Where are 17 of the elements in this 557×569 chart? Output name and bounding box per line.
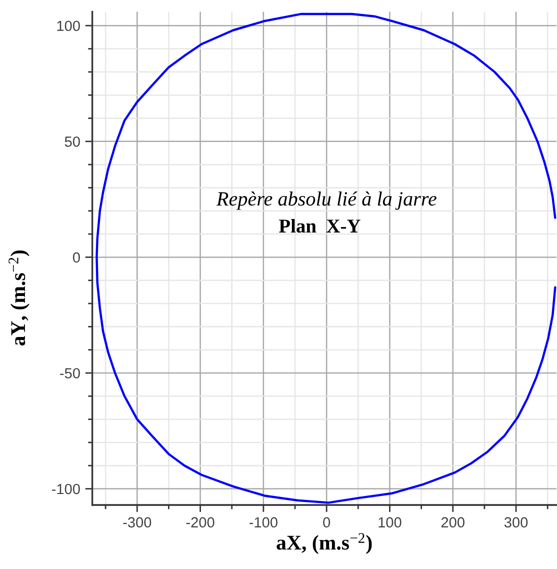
- x-tick-label: -300: [123, 517, 152, 528]
- x-tick-label: 0: [323, 517, 330, 528]
- x-axis-title: aX, (m.s$^{−2}$): [276, 533, 372, 554]
- y-tick-label: 50: [64, 136, 80, 147]
- x-tick-label: 100: [378, 517, 402, 528]
- x-tick-label: 200: [441, 517, 464, 528]
- y-axis-title: aY, (m.s$^{−2}$): [8, 250, 30, 346]
- x-tick-label: -100: [249, 517, 278, 528]
- y-tick-label: 100: [57, 20, 80, 32]
- y-tick-label: -50: [60, 368, 80, 378]
- x-tick-label: 300: [504, 517, 528, 528]
- y-tick-label: -100: [52, 484, 80, 494]
- x-tick-label: -200: [186, 517, 214, 528]
- y-tick-label: 0: [72, 252, 80, 263]
- text: Plan X-Y: [279, 218, 360, 233]
- text: Repère absolu lié à la jarre: [216, 192, 437, 210]
- line-series: [96, 12, 556, 504]
